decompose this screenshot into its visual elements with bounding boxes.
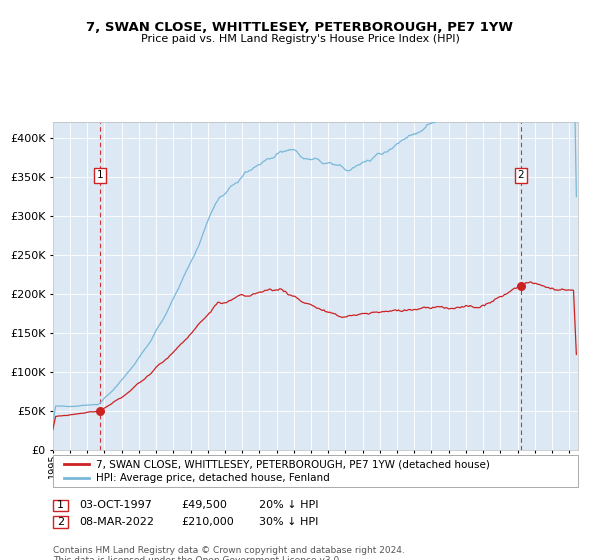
Text: HPI: Average price, detached house, Fenland: HPI: Average price, detached house, Fenl… <box>96 473 330 483</box>
Text: 2: 2 <box>517 170 524 180</box>
Text: Contains HM Land Registry data © Crown copyright and database right 2024.
This d: Contains HM Land Registry data © Crown c… <box>53 546 404 560</box>
Text: 1: 1 <box>97 170 103 180</box>
Text: 30% ↓ HPI: 30% ↓ HPI <box>259 517 319 527</box>
Text: £210,000: £210,000 <box>181 517 234 527</box>
Text: £49,500: £49,500 <box>181 500 227 510</box>
Text: 1: 1 <box>57 500 64 510</box>
Text: 03-OCT-1997: 03-OCT-1997 <box>79 500 152 510</box>
Text: 7, SWAN CLOSE, WHITTLESEY, PETERBOROUGH, PE7 1YW (detached house): 7, SWAN CLOSE, WHITTLESEY, PETERBOROUGH,… <box>96 459 490 469</box>
Text: 20% ↓ HPI: 20% ↓ HPI <box>259 500 319 510</box>
Text: 2: 2 <box>57 517 64 527</box>
Text: Price paid vs. HM Land Registry's House Price Index (HPI): Price paid vs. HM Land Registry's House … <box>140 34 460 44</box>
Text: 08-MAR-2022: 08-MAR-2022 <box>79 517 154 527</box>
Text: 7, SWAN CLOSE, WHITTLESEY, PETERBOROUGH, PE7 1YW: 7, SWAN CLOSE, WHITTLESEY, PETERBOROUGH,… <box>86 21 514 34</box>
